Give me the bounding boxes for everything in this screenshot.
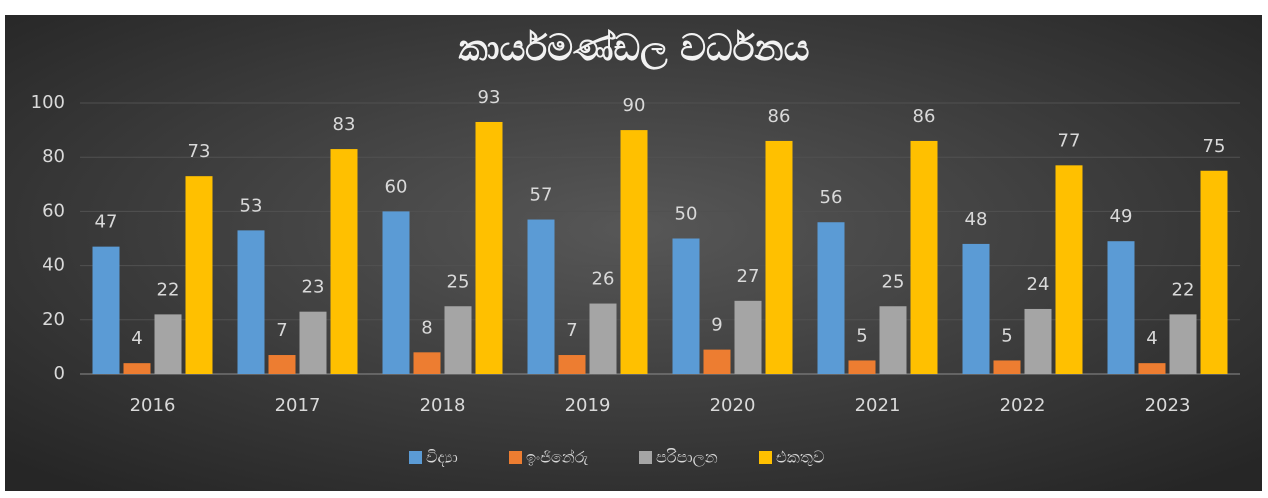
data-label: 27 — [737, 266, 760, 287]
bar — [123, 363, 151, 374]
data-label: 25 — [882, 271, 905, 292]
bar — [444, 306, 472, 374]
bar — [1200, 170, 1228, 374]
data-label: 93 — [478, 87, 501, 108]
bar — [185, 176, 213, 374]
chart-title: කාර්යමණ්ඩල වර්ධනය — [458, 28, 809, 71]
bar — [1024, 308, 1052, 374]
data-label: 77 — [1058, 130, 1081, 151]
data-label: 9 — [711, 315, 722, 336]
data-label: 4 — [1146, 328, 1157, 349]
y-tick-label: 40 — [42, 255, 65, 276]
x-tick-label: 2016 — [130, 395, 176, 416]
x-tick-label: 2018 — [420, 395, 466, 416]
bar — [475, 121, 503, 374]
data-label: 5 — [856, 325, 867, 346]
bar — [589, 303, 617, 374]
bar — [299, 311, 327, 374]
bar — [672, 238, 700, 374]
bar — [734, 300, 762, 374]
y-tick-label: 20 — [42, 309, 65, 330]
data-label: 4 — [131, 328, 142, 349]
bar — [817, 222, 845, 374]
bar — [382, 211, 410, 374]
data-label: 7 — [566, 320, 577, 341]
data-label: 22 — [1172, 279, 1195, 300]
x-tick-label: 2020 — [710, 395, 756, 416]
bar — [268, 355, 296, 374]
data-label: 50 — [675, 204, 698, 225]
bar — [237, 230, 265, 374]
bar — [330, 149, 358, 374]
data-label: 22 — [157, 279, 180, 300]
y-tick-label: 0 — [54, 363, 65, 384]
bar — [993, 360, 1021, 374]
data-label: 49 — [1110, 206, 1133, 227]
data-label: 57 — [530, 185, 553, 206]
bar — [92, 246, 120, 374]
bar — [1055, 165, 1083, 374]
x-tick-label: 2022 — [1000, 395, 1046, 416]
y-tick-label: 60 — [42, 200, 65, 221]
legend-label: පරිපාලන — [656, 448, 718, 468]
bar — [765, 140, 793, 374]
data-label: 48 — [965, 209, 988, 230]
data-label: 7 — [276, 320, 287, 341]
legend-swatch — [639, 451, 652, 464]
bar — [413, 352, 441, 374]
x-tick-label: 2021 — [855, 395, 901, 416]
legend-swatch — [759, 451, 772, 464]
data-label: 60 — [385, 176, 408, 197]
data-label: 90 — [623, 95, 646, 116]
data-label: 86 — [913, 106, 936, 127]
x-tick-label: 2019 — [565, 395, 611, 416]
bar — [620, 130, 648, 374]
data-label: 53 — [240, 195, 263, 216]
bar — [879, 306, 907, 374]
data-label: 73 — [188, 141, 211, 162]
bar — [527, 219, 555, 374]
data-label: 86 — [768, 106, 791, 127]
data-label: 56 — [820, 187, 843, 208]
bar — [703, 349, 731, 374]
data-label: 83 — [333, 114, 356, 135]
y-tick-label: 80 — [42, 146, 65, 167]
bar — [910, 140, 938, 374]
bar — [962, 243, 990, 374]
x-tick-label: 2017 — [275, 395, 321, 416]
data-label: 75 — [1203, 136, 1226, 157]
legend-label: එකතුව — [776, 448, 824, 467]
data-label: 23 — [302, 277, 325, 298]
y-tick-label: 100 — [31, 92, 65, 113]
legend-swatch — [409, 451, 422, 464]
bar — [1107, 241, 1135, 374]
bar — [154, 314, 182, 374]
legend-label: ඉංජිනේරු — [526, 448, 589, 467]
data-label: 5 — [1001, 325, 1012, 346]
bar — [558, 355, 586, 374]
data-label: 25 — [447, 271, 470, 292]
data-label: 24 — [1027, 274, 1050, 295]
x-tick-label: 2023 — [1145, 395, 1191, 416]
bar — [1169, 314, 1197, 374]
bar — [848, 360, 876, 374]
data-label: 8 — [421, 317, 432, 338]
data-label: 26 — [592, 269, 615, 290]
legend-label: විද්‍යා — [426, 448, 458, 467]
data-label: 47 — [95, 212, 118, 233]
bar — [1138, 363, 1166, 374]
legend-swatch — [509, 451, 522, 464]
